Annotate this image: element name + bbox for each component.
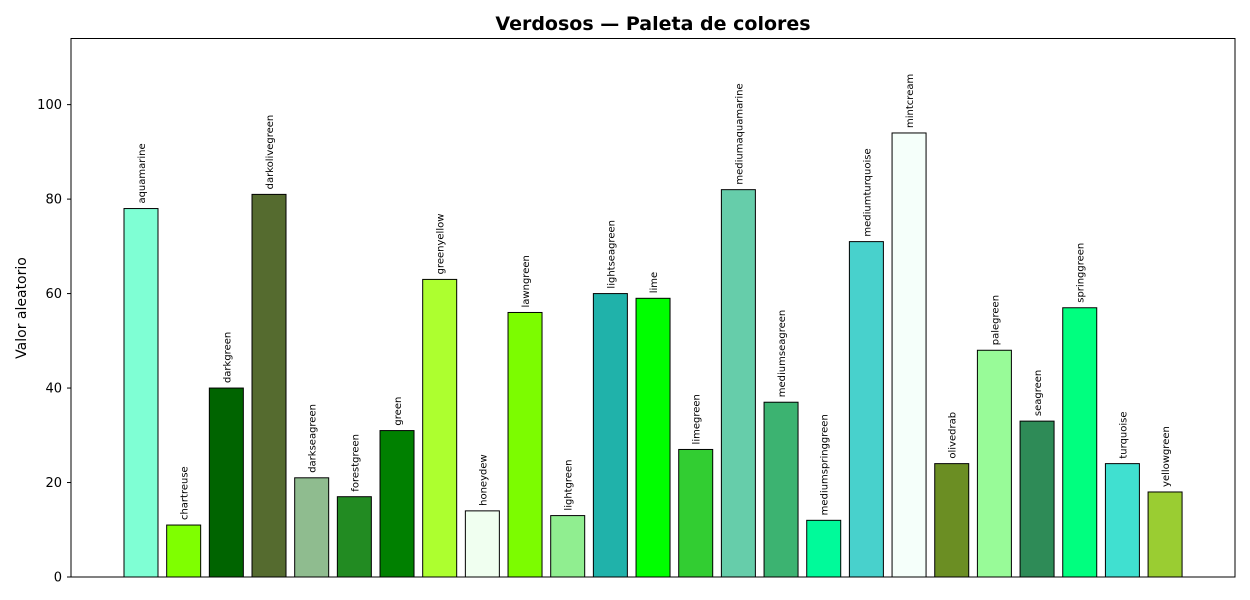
bar-lightseagreen xyxy=(592,293,628,578)
bar-label-mediumspringgreen: mediumspringgreen xyxy=(820,414,831,515)
bar-label-forestgreen: forestgreen xyxy=(350,434,361,492)
bar-lime xyxy=(635,297,671,578)
bars-layer xyxy=(123,132,1183,578)
bar-label-mediumaquamarine: mediumaquamarine xyxy=(734,83,745,184)
bar-label-green: green xyxy=(393,397,404,426)
bar-springgreen xyxy=(1062,307,1098,578)
bar-mediumseagreen xyxy=(763,401,799,578)
bar-label-yellowgreen: yellowgreen xyxy=(1161,426,1172,487)
bar-green xyxy=(379,430,415,578)
bar-lightgreen xyxy=(550,515,586,578)
y-ticks-layer: 0 20 40 60 80 100 xyxy=(37,98,71,586)
bar-label-greenyellow: greenyellow xyxy=(436,214,447,275)
y-tick-label: 80 xyxy=(45,193,62,208)
bar-label-lightgreen: lightgreen xyxy=(564,460,575,511)
bar-turquoise xyxy=(1104,463,1140,578)
bar-darkseagreen xyxy=(294,477,330,578)
bar-yellowgreen xyxy=(1147,491,1183,578)
bar-label-chartreuse: chartreuse xyxy=(180,466,191,520)
bar-darkgreen xyxy=(208,387,244,578)
bar-mediumturquoise xyxy=(848,241,884,578)
bar-label-aquamarine: aquamarine xyxy=(137,143,148,203)
plot-frame xyxy=(70,38,1236,578)
y-tick-label: 20 xyxy=(45,476,62,491)
bar-label-limegreen: limegreen xyxy=(692,394,703,444)
bar-mediumspringgreen xyxy=(806,519,842,578)
bar-olivedrab xyxy=(934,463,970,578)
bar-label-mediumseagreen: mediumseagreen xyxy=(777,310,788,397)
bar-label-lightseagreen: lightseagreen xyxy=(606,220,617,289)
bar-label-turquoise: turquoise xyxy=(1118,411,1129,458)
bar-label-palegreen: palegreen xyxy=(990,295,1001,345)
bar-aquamarine xyxy=(123,208,159,578)
bar-label-darkgreen: darkgreen xyxy=(222,332,233,383)
bar-palegreen xyxy=(976,349,1012,578)
bar-limegreen xyxy=(678,448,714,578)
bar-darkolivegreen xyxy=(251,193,287,578)
bar-label-olivedrab: olivedrab xyxy=(948,412,959,459)
bar-greenyellow xyxy=(422,278,458,578)
bar-chartreuse xyxy=(166,524,202,578)
bar-labels-layer: aquamarine chartreuse darkgreen darkolivegr… xyxy=(137,74,1172,520)
y-tick-label: 60 xyxy=(45,287,62,302)
bar-label-honeydew: honeydew xyxy=(478,454,489,506)
y-axis-label: Valor aleatorio xyxy=(14,257,30,359)
bar-label-lime: lime xyxy=(649,272,660,293)
y-tick-label: 40 xyxy=(45,382,62,397)
bar-label-darkseagreen: darkseagreen xyxy=(308,404,319,473)
bar-lawngreen xyxy=(507,311,543,578)
y-tick-label: 0 xyxy=(54,571,62,586)
bar-label-seagreen: seagreen xyxy=(1033,370,1044,416)
bar-mintcream xyxy=(891,132,927,578)
bar-honeydew xyxy=(464,510,500,578)
bar-label-darkolivegreen: darkolivegreen xyxy=(265,115,276,190)
bar-label-springgreen: springgreen xyxy=(1076,243,1087,303)
bar-mediumaquamarine xyxy=(720,189,756,578)
bar-label-lawngreen: lawngreen xyxy=(521,255,532,307)
chart-title: Verdosos — Paleta de colores xyxy=(495,13,810,35)
bar-seagreen xyxy=(1019,420,1055,578)
bar-label-mediumturquoise: mediumturquoise xyxy=(862,148,873,236)
y-tick-label: 100 xyxy=(37,98,62,113)
bar-label-mintcream: mintcream xyxy=(905,74,916,128)
bar-forestgreen xyxy=(336,496,372,578)
